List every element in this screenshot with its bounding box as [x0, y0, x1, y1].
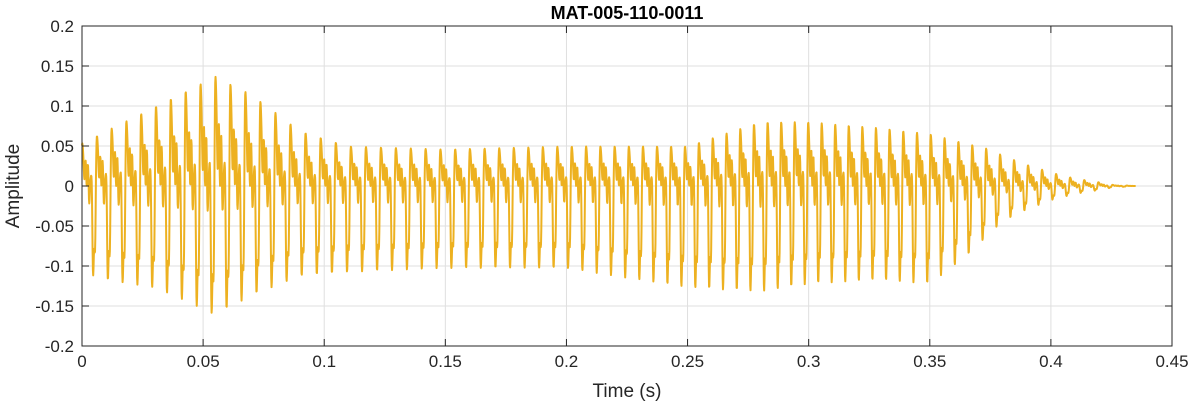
- data-layer: [81, 75, 1137, 314]
- y-tick-label: 0.1: [50, 97, 74, 116]
- x-tick-label: 0.35: [913, 352, 946, 371]
- y-tick-label: 0.2: [50, 17, 74, 36]
- x-tick-label: 0.3: [797, 352, 821, 371]
- chart-title: MAT-005-110-0011: [551, 3, 704, 23]
- y-tick-label: 0.05: [41, 137, 74, 156]
- y-tick-labels: -0.2 -0.15 -0.1 -0.05 0 0.05 0.1 0.15 0.2: [35, 17, 74, 356]
- y-tick-label: -0.1: [45, 257, 74, 276]
- x-tick-label: 0.05: [187, 352, 220, 371]
- y-tick-label: -0.05: [35, 217, 74, 236]
- y-tick-label: -0.15: [35, 297, 74, 316]
- y-axis-label: Amplitude: [3, 144, 24, 229]
- x-tick-label: 0.25: [671, 352, 704, 371]
- x-tick-label: 0.2: [555, 352, 579, 371]
- y-tick-label: 0.15: [41, 57, 74, 76]
- x-tick-label: 0.15: [429, 352, 462, 371]
- y-tick-label: 0: [65, 177, 74, 196]
- waveform-line: [81, 75, 1137, 314]
- x-tick-label: 0.1: [312, 352, 336, 371]
- x-tick-label: 0: [77, 352, 86, 371]
- x-axis-label: Time (s): [593, 381, 662, 402]
- x-tick-label: 0.4: [1039, 352, 1063, 371]
- x-tick-labels: 0 0.05 0.1 0.15 0.2 0.25 0.3 0.35 0.4 0.45: [77, 352, 1188, 371]
- x-tick-label: 0.45: [1155, 352, 1188, 371]
- y-tick-label: -0.2: [45, 337, 74, 356]
- ticks: [81, 25, 1173, 347]
